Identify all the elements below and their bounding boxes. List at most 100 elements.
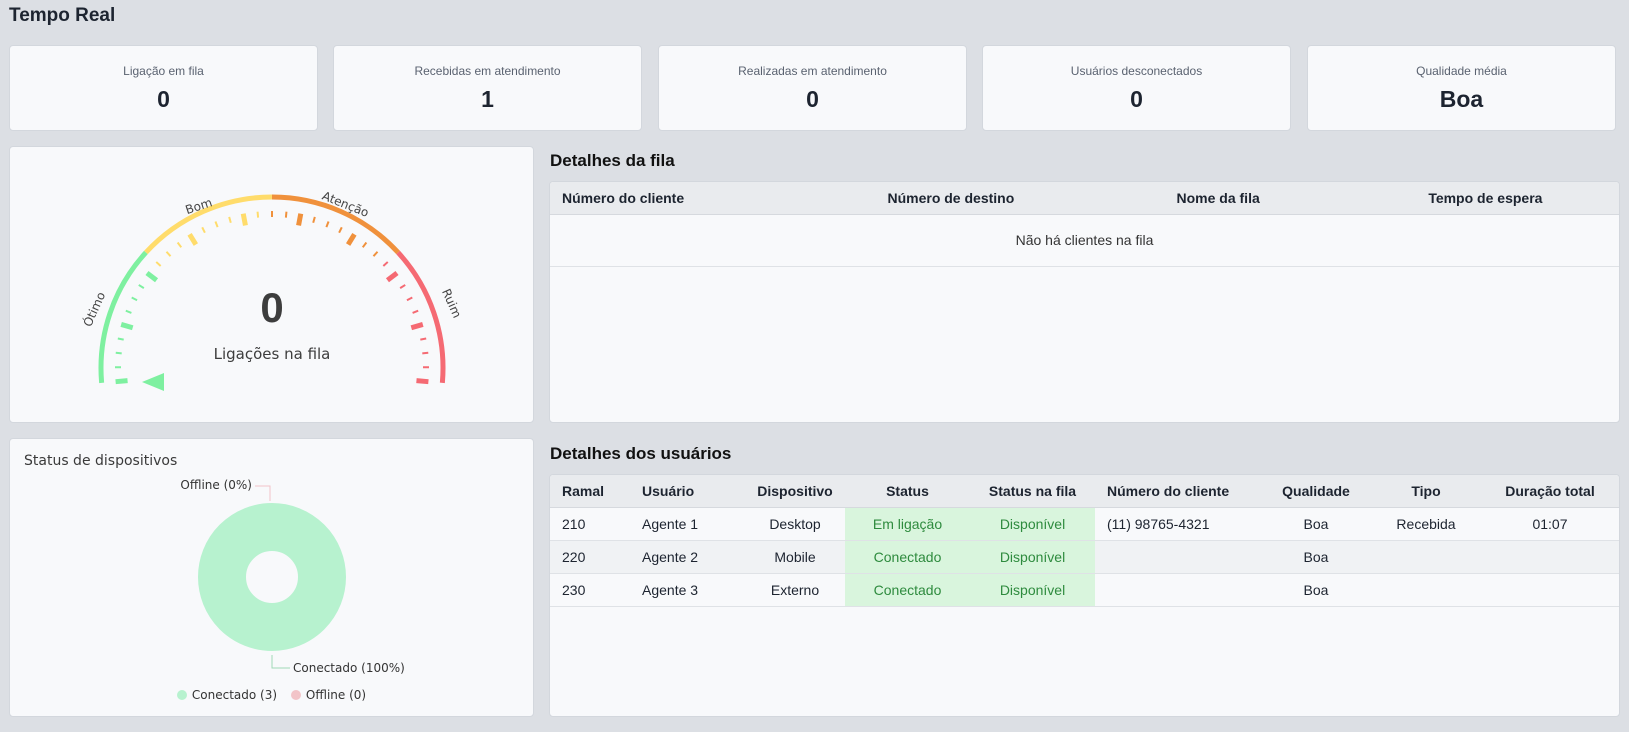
cell-duracao: 01:07 [1481,507,1619,541]
gauge-tick [125,309,132,314]
legend-label: Offline (0) [305,688,367,702]
table-row: Não há clientes na fila [550,214,1619,267]
users-section-title: Detalhes dos usuários [550,444,732,463]
queue-section-title: Detalhes da fila [550,151,675,170]
legend-item-connected[interactable]: Conectado (3) [176,688,277,702]
queue-col-destination-number: Número de destino [817,182,1085,215]
gauge-label: Ligações na fila [214,345,331,363]
table-row[interactable]: 230 Agente 3 Externo Conectado Disponíve… [550,573,1619,607]
cell-status: Conectado [845,573,970,607]
users-col-duracao: Duração total [1481,475,1619,508]
gauge-tick [115,378,128,385]
gauge-tick [361,241,368,248]
cell-usuario: Agente 1 [630,507,745,541]
gauge-tick [412,309,419,314]
queue-table-card: Número do cliente Número de destino Nome… [549,181,1620,423]
legend-item-offline[interactable]: Offline (0) [290,688,367,702]
users-col-status-fila: Status na fila [970,475,1095,508]
gauge-arc-otimo [98,250,148,384]
users-col-qualidade: Qualidade [1261,475,1371,508]
gauge-tick [115,351,122,355]
cell-qualidade: Boa [1261,507,1371,541]
users-col-usuario: Usuário [630,475,745,508]
page-title: Tempo Real [9,5,116,26]
cell-ramal: 210 [550,507,630,541]
cell-usuario: Agente 3 [630,573,745,607]
kpi-value: 0 [1130,86,1143,112]
kpi-calls-in-queue: Ligação em fila 0 [9,45,318,131]
gauge-tick [187,233,199,246]
gauge-tick [382,261,389,267]
legend-dot-offline [290,690,301,700]
cell-numero-cliente [1095,540,1261,574]
kpi-average-quality: Qualidade média Boa [1307,45,1616,131]
gauge-tick [120,322,134,331]
gauge-tick [422,351,429,355]
gauge-tick [385,271,399,283]
cell-tipo [1371,573,1481,607]
kpi-received-in-service: Recebidas em atendimento 1 [333,45,642,131]
gauge-tick [240,213,248,226]
cell-dispositivo: Externo [745,573,845,607]
cell-ramal: 230 [550,573,630,607]
device-status-donut: Offline (0%) Conectado (100%) [180,478,405,675]
gauge-tick [410,322,424,331]
callout-line-connected [271,655,290,669]
cell-numero-cliente: (11) 98765-4321 [1095,507,1261,541]
gauge-arc-ruim [396,250,446,384]
gauge-tick [155,261,162,267]
kpi-label: Realizadas em atendimento [738,64,887,78]
gauge-tick [372,251,379,257]
queue-gauge: Ótimo Bom Atenção Ruim 0 Ligações na fil… [80,189,464,391]
device-status-title: Status de dispositivos [24,453,178,469]
gauge-tick [165,251,172,257]
queue-col-queue-name: Nome da fila [1084,182,1352,215]
users-table-card: Ramal Usuário Dispositivo Status Status … [549,474,1620,717]
cell-qualidade: Boa [1261,540,1371,574]
gauge-tick [338,226,343,234]
users-col-ramal: Ramal [550,475,630,508]
table-row[interactable]: 210 Agente 1 Desktop Em ligação Disponív… [550,507,1619,541]
gauge-tick [201,226,206,234]
table-row[interactable]: 220 Agente 2 Mobile Conectado Disponível… [550,540,1619,574]
gauge-tick [228,216,232,224]
users-col-status: Status [845,475,970,508]
kpi-label: Qualidade média [1416,64,1507,78]
cell-tipo [1371,540,1481,574]
kpi-disconnected-users: Usuários desconectados 0 [982,45,1291,131]
gauge-tick [176,241,183,248]
users-col-dispositivo: Dispositivo [745,475,845,508]
users-col-tipo: Tipo [1371,475,1481,508]
gauge-tick [214,221,219,228]
kpi-value: 0 [806,86,819,112]
cell-status-fila: Disponível [970,573,1095,607]
gauge-tick [256,211,260,218]
cell-numero-cliente [1095,573,1261,607]
cell-qualidade: Boa [1261,573,1371,607]
kpi-label: Usuários desconectados [1070,64,1203,78]
cell-status-fila: Disponível [970,540,1095,574]
kpi-label: Recebidas em atendimento [414,64,561,78]
kpi-value: 0 [157,86,170,112]
gauge-zone-label-ruim: Ruim [439,287,464,321]
queue-col-client-number: Número do cliente [550,182,818,215]
legend-dot-connected [176,690,187,700]
gauge-tick [312,216,316,224]
connected-percent-label: Conectado (100%) [293,661,405,675]
kpi-value: Boa [1439,86,1484,112]
gauge-tick [117,337,124,341]
users-table: Ramal Usuário Dispositivo Status Status … [550,475,1619,607]
offline-percent-label: Offline (0%) [180,478,252,492]
gauge-tick [406,296,413,302]
queue-col-wait-time: Tempo de espera [1351,182,1619,215]
cell-duracao [1481,573,1619,607]
gauge-arc-atencao [271,194,400,255]
gauge-tick [399,284,406,289]
gauge-card: Ótimo Bom Atenção Ruim 0 Ligações na fil… [9,146,534,423]
cell-duracao [1481,540,1619,574]
donut-slice-connected[interactable] [198,503,346,651]
gauge-tick [325,221,330,228]
cell-dispositivo: Mobile [745,540,845,574]
queue-table: Número do cliente Número de destino Nome… [550,182,1619,267]
gauge-value: 0 [260,284,283,331]
